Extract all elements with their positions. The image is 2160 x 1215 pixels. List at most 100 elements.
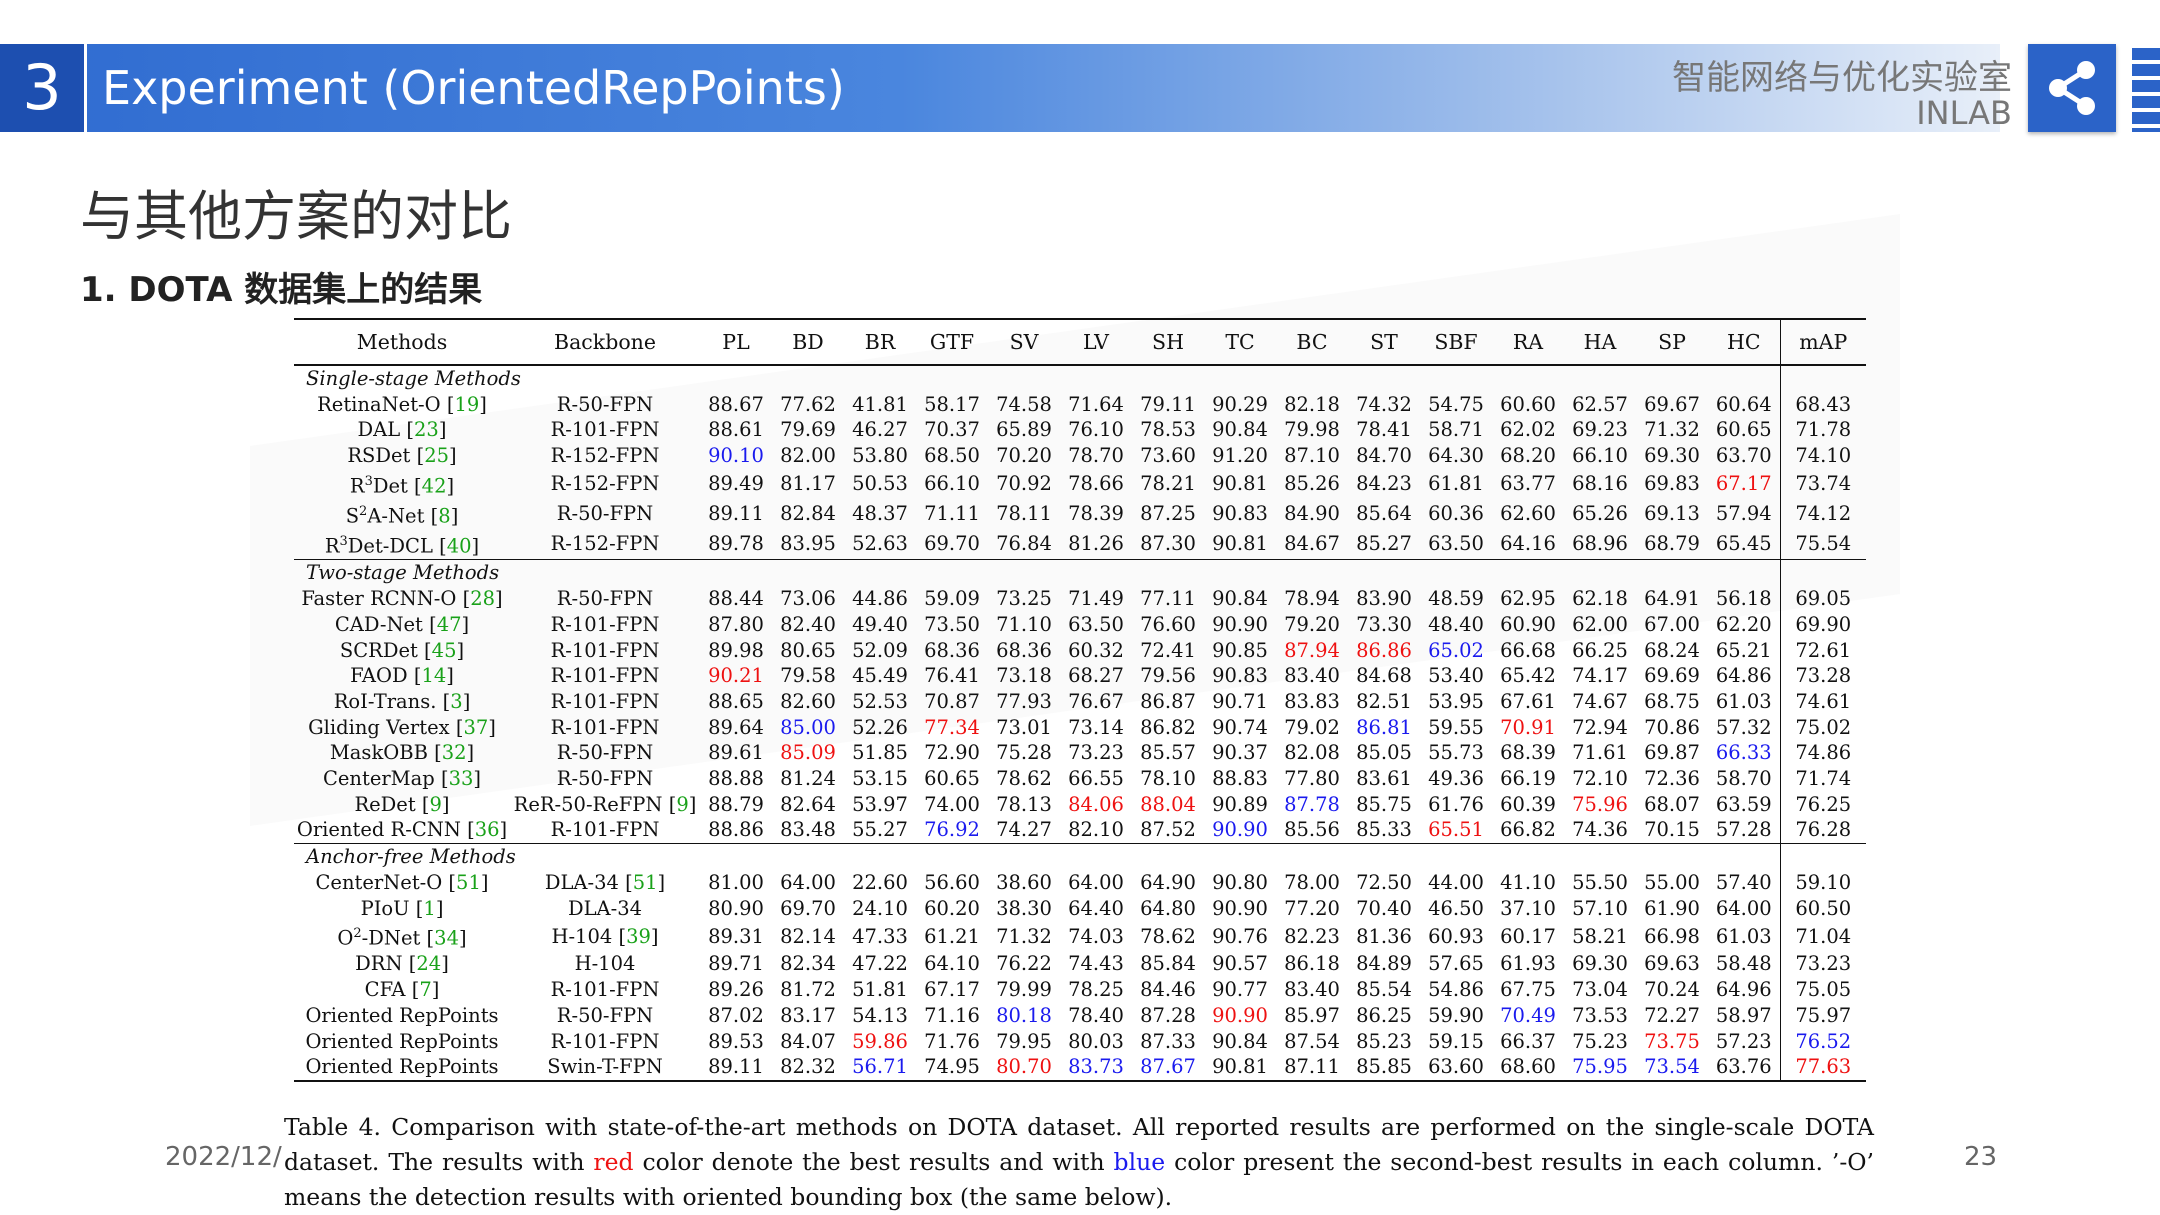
score-cell: 76.22 [996,952,1052,976]
score-cell: 56.60 [924,870,980,894]
score-cell: 66.33 [1715,741,1772,765]
score-cell: 85.75 [1356,792,1412,816]
dota-results-table: Methods Backbone PL BD BR GTF SV LV SH TC BC ST SBF R… [294,318,1866,1082]
score-cell: 69.13 [1644,502,1700,526]
score-cell: 82.00 [780,444,836,468]
score-cell: 50.53 [852,472,908,496]
score-cell: 78.10 [1140,767,1196,791]
score-cell: 87.02 [708,1003,764,1027]
column-header: SV [1009,330,1039,354]
score-cell: 61.21 [924,924,980,948]
table-row: Gliding Vertex [37] R-101-FPN 89.64 85.00 52… [294,714,1866,741]
score-cell: 68.20 [1500,444,1556,468]
score-cell: 77.11 [1140,587,1196,611]
score-cell: 49.40 [852,612,908,636]
score-cell: 63.59 [1715,792,1772,816]
score-cell: 64.30 [1428,444,1484,468]
column-header: BC [1296,330,1328,354]
score-cell: 78.62 [1140,924,1196,948]
score-cell: 89.71 [708,952,764,976]
citation: 32 [441,741,467,765]
score-cell: 24.10 [852,896,908,920]
score-cell: 64.80 [1140,896,1196,920]
score-cell: 72.61 [1779,637,1866,664]
score-cell: 67.17 [1715,472,1772,496]
score-cell: 72.90 [924,741,980,765]
score-cell: 87.67 [1132,1054,1204,1082]
score-cell: 48.59 [1428,587,1484,611]
score-cell: 63.76 [1708,1054,1780,1082]
column-header: BR [864,330,896,354]
slide-number: 3 [0,44,87,132]
score-cell: 73.01 [996,715,1052,739]
score-cell: 63.77 [1500,472,1556,496]
score-cell: 74.03 [1068,924,1124,948]
score-cell: 67.17 [924,978,980,1002]
score-cell: 83.40 [1284,664,1340,688]
score-cell: 44.00 [1428,870,1484,894]
backbone: R-101-FPN [550,664,660,688]
score-cell: 71.11 [924,502,980,526]
score-cell: 56.18 [1715,587,1772,611]
table-row: CFA [7] R-101-FPN 89.26 81.72 51.81 67.17 79.9… [294,977,1866,1003]
score-cell: 78.70 [1068,444,1124,468]
score-cell: 90.90 [1212,612,1268,636]
backbone: R-101-FPN [550,638,660,662]
score-cell: 41.81 [852,392,908,416]
score-cell: 62.60 [1500,502,1556,526]
score-cell: 85.33 [1356,818,1412,842]
score-cell: 58.70 [1715,767,1772,791]
score-cell: 69.83 [1644,472,1700,496]
method-name: CenterMap [33] [322,767,482,791]
method-name: Faster RCNN-O [28] [301,587,503,611]
backbone: R-50-FPN [556,767,654,791]
score-cell: 80.90 [708,896,764,920]
score-cell: 70.91 [1500,715,1556,739]
score-cell: 62.18 [1572,587,1628,611]
section-title: 与其他方案的对比 [80,185,512,248]
score-cell: 60.17 [1500,924,1556,948]
share-button[interactable] [2028,44,2116,132]
score-cell: 71.10 [996,612,1052,636]
score-cell: 70.20 [996,444,1052,468]
score-cell: 79.98 [1284,418,1340,442]
score-cell: 79.69 [780,418,836,442]
score-cell: 47.33 [852,924,908,948]
citation: 47 [436,612,462,636]
caption-text-3: color present the second-best results in… [284,1148,1875,1211]
backbone: R-152-FPN [550,444,660,468]
score-cell: 85.56 [1284,818,1340,842]
score-cell: 62.00 [1572,612,1628,636]
group-row: Single-stage Methods [294,365,1866,392]
column-header: RA [1512,330,1544,354]
score-cell: 64.00 [1068,870,1124,894]
score-cell: 73.04 [1572,978,1628,1002]
score-cell: 85.26 [1284,472,1340,496]
score-cell: 74.95 [916,1054,988,1082]
score-cell: 64.00 [780,870,836,894]
citation: 9 [429,792,442,816]
score-cell: 85.85 [1348,1054,1420,1082]
score-cell: 70.86 [1644,715,1700,739]
score-cell: 48.40 [1428,612,1484,636]
score-cell: 71.74 [1779,766,1866,792]
score-cell: 83.83 [1284,689,1340,713]
score-cell: 88.88 [708,767,764,791]
score-cell: 53.15 [852,767,908,791]
score-cell: 80.18 [996,1003,1052,1027]
score-cell: 75.05 [1779,977,1866,1003]
citation: 39 [626,924,651,948]
score-cell: 85.84 [1140,952,1196,976]
score-cell: 69.69 [1644,664,1700,688]
score-cell: 65.02 [1428,638,1484,662]
score-cell: 69.70 [924,532,980,556]
score-cell: 85.97 [1284,1003,1340,1027]
score-cell: 60.60 [1500,392,1556,416]
method-name: CFA [7] [364,978,440,1002]
score-cell: 91.20 [1212,444,1268,468]
score-cell: 89.49 [708,472,764,496]
score-cell: 58.71 [1428,418,1484,442]
caption-text-1: Table 4. Comparison with state-of-the-ar… [284,1113,1874,1176]
score-cell: 60.39 [1500,792,1556,816]
citation: 8 [438,504,451,528]
